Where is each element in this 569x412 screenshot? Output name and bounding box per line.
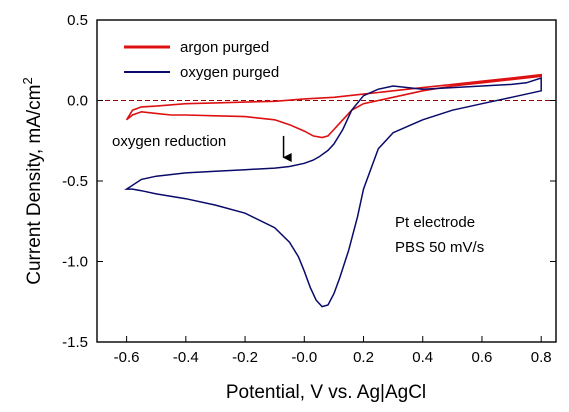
series-oxygen-purged-line [124,76,542,308]
x-tick-label: -0.2 [232,349,258,366]
x-tick-label: -0.6 [114,349,140,366]
annotation-pt-electrode: Pt electrode [395,214,475,231]
y-tick-label: 0.0 [67,93,88,110]
y-axis-title-superscript: 2 [20,77,35,84]
y-tick-label: -1.5 [62,334,88,351]
series-argon-purged-line [125,73,542,139]
x-axis-title: Potential, V vs. Ag|AgCl [226,382,426,403]
y-tick-label: -1.0 [62,254,88,271]
legend: argon purged oxygen purged [124,39,279,81]
legend-label-oxygen-purged: oxygen purged [180,64,279,81]
annotation-oxygen-reduction: oxygen reduction [112,133,226,150]
legend-label-argon-purged: argon purged [180,39,269,56]
x-tick-label: 0.2 [353,349,374,366]
annotation-scan-rate: PBS 50 mV/s [395,239,484,256]
x-tick-label: 0.8 [531,349,552,366]
y-axis-title-main: Current Density, mA/cm [24,84,45,284]
y-axis-title: Current Density, mA/cm2 [20,77,45,284]
y-axis-ticks: 0.5 0.0 -0.5 -1.0 -1.5 [62,12,556,351]
x-tick-label: 0.6 [472,349,493,366]
x-tick-label: 0.4 [412,349,433,366]
x-tick-label: -0.0 [291,349,317,366]
x-tick-label: -0.4 [173,349,199,366]
y-tick-label: 0.5 [67,12,88,29]
y-tick-label: -0.5 [62,173,88,190]
plot-frame [96,19,557,343]
x-axis-ticks: -0.6 -0.4 -0.2 -0.0 0.2 0.4 0.6 0.8 [114,336,552,366]
